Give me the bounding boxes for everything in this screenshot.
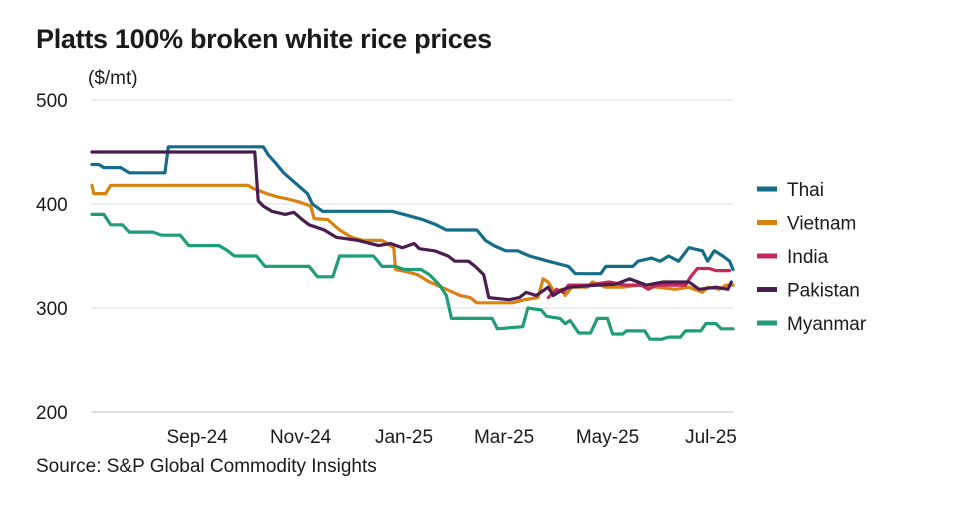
source-note: Source: S&P Global Commodity Insights — [36, 456, 377, 477]
chart-title: Platts 100% broken white rice prices — [36, 24, 492, 54]
x-tick-label: Jul-25 — [685, 427, 737, 448]
legend-label-vietnam: Vietnam — [787, 214, 856, 235]
gridlines — [92, 99, 733, 413]
x-axis-ticks: Sep-24 Nov-24 Jan-25 Mar-25 May-25 Jul-25 — [166, 427, 736, 448]
series-lines — [90, 145, 735, 341]
legend-label-india: India — [787, 247, 829, 268]
x-tick-label: Jan-25 — [375, 427, 433, 448]
y-tick-label: 400 — [36, 195, 68, 216]
series-line-pakistan — [90, 150, 733, 302]
y-tick-label: 200 — [36, 403, 68, 424]
x-tick-label: Sep-24 — [166, 427, 228, 448]
legend: Thai Vietnam India Pakistan Myanmar — [757, 180, 867, 335]
series-line-myanmar — [90, 212, 735, 341]
series-line-thai — [90, 145, 735, 276]
legend-label-myanmar: Myanmar — [787, 314, 867, 335]
x-tick-label: Mar-25 — [474, 427, 534, 448]
x-tick-label: Nov-24 — [270, 427, 332, 448]
legend-label-pakistan: Pakistan — [787, 281, 860, 302]
y-tick-label: 300 — [36, 299, 68, 320]
legend-label-thai: Thai — [787, 180, 824, 201]
y-tick-label: 500 — [36, 91, 68, 112]
x-tick-label: May-25 — [576, 427, 639, 448]
y-axis-ticks: 200 300 400 500 — [36, 91, 68, 424]
y-axis-unit-label: ($/mt) — [88, 68, 138, 89]
